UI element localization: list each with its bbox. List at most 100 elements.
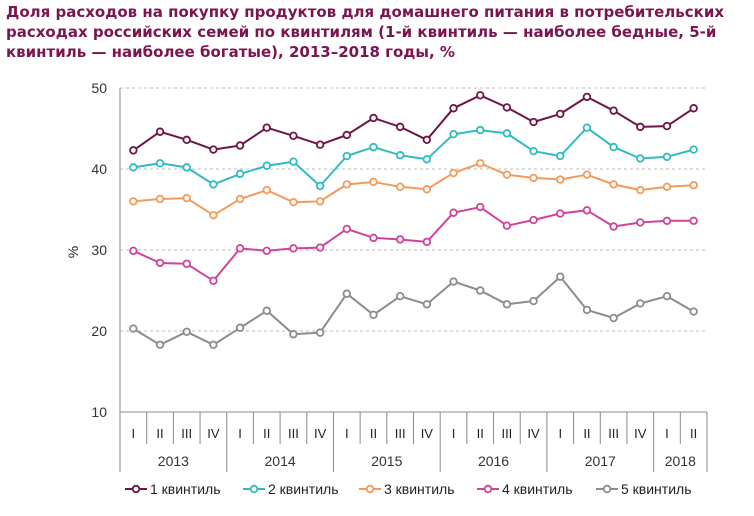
data-point <box>449 277 458 286</box>
data-point <box>262 123 271 132</box>
y-tick-label: 20 <box>91 323 107 339</box>
data-point <box>369 310 378 319</box>
data-point <box>182 163 191 172</box>
data-point <box>422 300 432 309</box>
year-label: 2016 <box>478 453 509 469</box>
data-point <box>129 146 138 155</box>
quarter-label: I <box>665 426 669 441</box>
data-point <box>502 129 512 138</box>
data-point <box>529 146 538 156</box>
quarter-label: I <box>345 426 349 441</box>
quarter-label: II <box>156 426 163 441</box>
legend-swatch-marker <box>602 484 612 494</box>
legend-item: 1 квинтиль <box>125 481 221 497</box>
data-point <box>155 127 165 136</box>
data-point <box>209 276 218 285</box>
series-5 <box>129 272 698 349</box>
data-point <box>556 272 565 281</box>
grid-lines <box>120 87 707 332</box>
data-point <box>342 289 351 298</box>
data-point <box>155 194 165 204</box>
data-point <box>689 307 698 316</box>
data-point <box>636 218 645 227</box>
series-line <box>132 206 694 282</box>
data-point <box>342 130 351 140</box>
series-line <box>132 275 695 346</box>
data-point <box>315 181 325 191</box>
year-label: 2013 <box>158 453 189 469</box>
quarter-label: II <box>583 426 590 441</box>
legend-item: 5 квинтиль <box>596 481 692 497</box>
series-2 <box>129 123 698 191</box>
legend-swatch-marker <box>365 484 375 494</box>
series-lines <box>129 91 698 349</box>
y-axis: 10 20 30 40 50% <box>65 80 121 420</box>
data-point <box>369 113 378 123</box>
quarter-label: IV <box>314 426 327 441</box>
data-point <box>395 122 405 132</box>
data-point <box>556 109 565 119</box>
quarter-label: III <box>608 426 619 441</box>
quarter-label: II <box>263 426 270 441</box>
data-point <box>582 170 592 179</box>
legend-swatch-marker <box>483 484 493 494</box>
data-point <box>289 157 298 166</box>
series-line <box>133 162 694 217</box>
data-point <box>556 151 565 161</box>
data-point <box>235 169 245 179</box>
data-point <box>449 129 458 139</box>
data-point <box>182 327 191 337</box>
quarter-label: III <box>288 426 299 441</box>
data-point <box>369 142 378 152</box>
legend-swatch-marker <box>249 484 259 494</box>
data-point <box>129 163 138 172</box>
data-point <box>476 159 485 168</box>
y-tick-label: 10 <box>91 404 107 420</box>
data-point <box>235 141 245 150</box>
data-point <box>529 173 538 183</box>
year-label: 2017 <box>585 453 616 469</box>
legend-label: 1 квинтиль <box>150 481 221 497</box>
data-point <box>636 154 645 163</box>
data-point <box>262 185 271 195</box>
data-point <box>582 206 592 215</box>
data-point <box>582 123 592 132</box>
data-point <box>262 306 271 315</box>
data-point <box>182 193 191 203</box>
data-point <box>476 202 485 212</box>
data-point <box>129 197 138 206</box>
data-point <box>209 180 218 189</box>
quarter-label: I <box>452 426 456 441</box>
data-point <box>476 91 485 100</box>
legend-swatch-marker <box>131 484 141 494</box>
quarter-label: IV <box>421 426 434 441</box>
data-point <box>422 155 432 164</box>
data-point <box>449 168 458 178</box>
data-point <box>155 340 165 349</box>
data-point <box>609 180 618 189</box>
data-point <box>662 216 672 226</box>
legend-label: 2 квинтиль <box>268 481 339 497</box>
data-point <box>262 161 271 170</box>
year-label: 2015 <box>371 453 402 469</box>
quarter-label: IV <box>634 426 647 441</box>
data-point <box>289 198 298 207</box>
data-point <box>289 330 298 339</box>
series-line <box>133 126 694 187</box>
data-point <box>556 209 565 218</box>
data-point <box>209 145 218 154</box>
data-point <box>155 159 165 168</box>
quarter-label: III <box>501 426 512 441</box>
data-point <box>582 305 592 315</box>
data-point <box>502 170 512 179</box>
data-point <box>209 210 218 220</box>
legend-label: 3 квинтиль <box>384 481 455 497</box>
data-point <box>369 177 378 187</box>
data-point <box>422 237 432 247</box>
data-point <box>582 92 592 102</box>
data-point <box>209 340 218 349</box>
quarter-label: II <box>477 426 484 441</box>
legend-item: 4 квинтиль <box>477 481 573 497</box>
x-axis: I II III IV I II III IV I II III IV I II III IV I II III IV… <box>119 411 708 472</box>
